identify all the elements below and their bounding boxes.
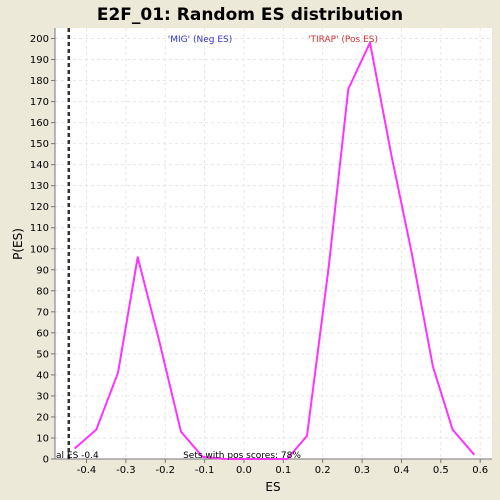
y-tick-label: 120 bbox=[30, 202, 49, 213]
series-line bbox=[74, 41, 476, 460]
pos-score-sets-label: Sets with pos scores: 78% bbox=[183, 451, 301, 461]
x-tick-label: -0.1 bbox=[195, 465, 215, 476]
series-layer bbox=[74, 41, 476, 460]
ticks: 0 10 20 30 40 50 60 70 80 90 100 110 120 130 140 150 160… bbox=[30, 34, 488, 476]
y-tick-label: 30 bbox=[36, 391, 49, 402]
y-tick-label: 20 bbox=[36, 412, 49, 423]
plot-area bbox=[55, 28, 492, 459]
y-tick-label: 170 bbox=[30, 97, 49, 108]
x-tick-label: -0.4 bbox=[77, 465, 97, 476]
gridlines bbox=[55, 28, 492, 460]
y-tick-label: 180 bbox=[30, 76, 49, 87]
x-tick-label: -0.2 bbox=[155, 465, 175, 476]
x-tick-label: 0.0 bbox=[236, 465, 252, 476]
x-tick-label: 0.2 bbox=[315, 465, 331, 476]
y-tick-label: 80 bbox=[36, 286, 49, 297]
y-tick-label: 110 bbox=[30, 223, 49, 234]
x-tick-label: -0.3 bbox=[116, 465, 136, 476]
x-tick-label: 0.1 bbox=[275, 465, 291, 476]
y-tick-label: 160 bbox=[30, 118, 49, 129]
x-tick-label: 0.6 bbox=[472, 465, 488, 476]
y-axis-label: P(ES) bbox=[11, 228, 25, 260]
y-tick-label: 10 bbox=[36, 433, 49, 444]
y-tick-label: 70 bbox=[36, 307, 49, 318]
x-tick-label: 0.5 bbox=[433, 465, 449, 476]
y-tick-label: 130 bbox=[30, 181, 49, 192]
y-tick-label: 50 bbox=[36, 349, 49, 360]
x-tick-label: 0.3 bbox=[354, 465, 370, 476]
pos-es-label: 'TIRAP' (Pos ES) bbox=[308, 35, 378, 45]
x-axis-label: ES bbox=[265, 480, 280, 494]
y-tick-label: 100 bbox=[30, 244, 49, 255]
y-tick-label: 150 bbox=[30, 139, 49, 150]
y-tick-label: 90 bbox=[36, 265, 49, 276]
y-tick-label: 140 bbox=[30, 160, 49, 171]
x-tick-label: 0.4 bbox=[393, 465, 409, 476]
y-tick-label: 200 bbox=[30, 34, 49, 45]
chart-title: E2F_01: Random ES distribution bbox=[97, 5, 403, 25]
reference-es-label: al ES -0.4 bbox=[56, 451, 99, 461]
y-tick-label: 190 bbox=[30, 55, 49, 66]
y-tick-label: 40 bbox=[36, 370, 49, 381]
neg-es-label: 'MIG' (Neg ES) bbox=[168, 35, 232, 45]
y-tick-label: 0 bbox=[43, 455, 49, 466]
y-tick-label: 60 bbox=[36, 328, 49, 339]
